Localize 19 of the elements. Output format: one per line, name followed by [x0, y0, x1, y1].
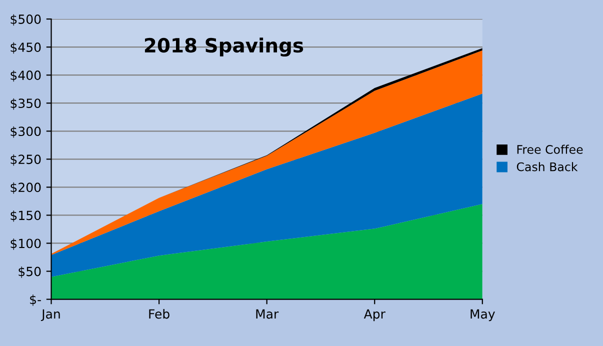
- x-tick-label: Jan: [40, 309, 60, 322]
- x-tick-label: Apr: [364, 309, 386, 322]
- x-tick-label: May: [470, 309, 495, 322]
- y-tick-label: $350: [10, 98, 41, 110]
- y-tick-label: $150: [10, 210, 41, 222]
- legend-label: Cash Back: [516, 162, 578, 172]
- y-tick-label: $400: [10, 70, 41, 82]
- legend-label: Free Coffee: [517, 144, 583, 154]
- x-tick-label: Mar: [256, 309, 279, 319]
- y-tick-label: $300: [10, 126, 41, 138]
- y-tick-label: $100: [10, 238, 41, 250]
- y-tick-label: $250: [10, 154, 41, 166]
- y-tick-label: $50: [18, 266, 41, 278]
- y-tick-label: $500: [10, 14, 41, 26]
- y-tick-label: $200: [10, 182, 41, 194]
- x-tick-label: Feb: [149, 309, 170, 319]
- y-tick-label: $450: [10, 42, 41, 54]
- y-tick-label: $-: [30, 294, 41, 306]
- text: 2018 Spavings: [144, 38, 304, 57]
